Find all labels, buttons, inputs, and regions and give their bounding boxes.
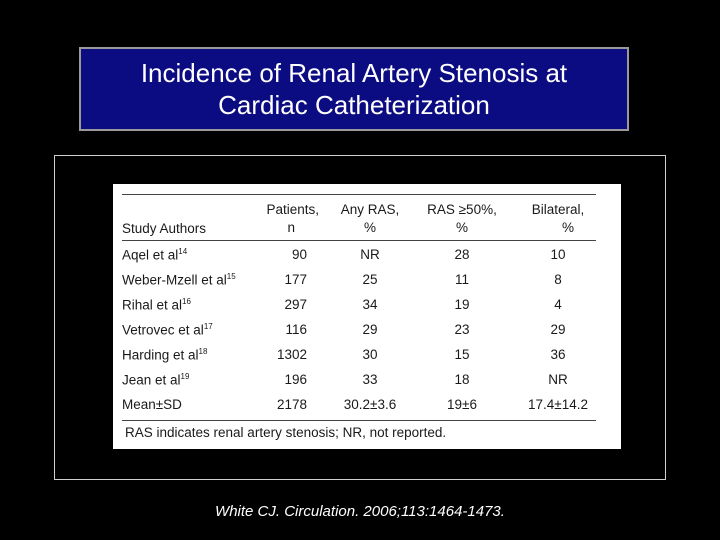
ras-incidence-table: Study Authors Patients, n Any RAS, % RAS…	[113, 184, 621, 449]
row-author-ref: 19	[180, 372, 190, 381]
row-bilateral-value: 10	[550, 247, 566, 262]
row-ras50-value: 15	[454, 347, 470, 362]
header-bilateral-line1: Bilateral,	[531, 202, 585, 217]
row-author-name: Weber-Mzell et al	[122, 272, 227, 288]
citation: White CJ. Circulation. 2006;113:1464-147…	[215, 503, 505, 520]
row-author: Rihal et al16	[122, 297, 191, 313]
row-any-value: 34	[362, 297, 378, 312]
header-patients-line2: n	[287, 220, 295, 235]
row-author-name: Jean et al	[122, 372, 181, 388]
row-author: Weber-Mzell et al15	[122, 272, 236, 288]
header-patients: Patients, n	[253, 201, 319, 237]
row-bilateral-value: 4	[554, 297, 562, 312]
row-ras50-value: 19	[454, 297, 470, 312]
row-bilateral-value: 17.4±14.2	[528, 397, 588, 412]
header-rule	[122, 240, 596, 241]
row-author-name: Aqel et al	[122, 247, 179, 263]
row-any-value: 30.2±3.6	[343, 397, 397, 412]
row-patients-value: 177	[284, 272, 307, 287]
header-any-ras-line1: Any RAS,	[340, 202, 400, 217]
row-author-name: Harding et al	[122, 347, 199, 363]
slide-title-line-1: Incidence of Renal Artery Stenosis at	[140, 58, 568, 88]
row-author-ref: 17	[203, 322, 213, 331]
slide-title-box: Incidence of Renal Artery Stenosis at Ca…	[79, 47, 629, 131]
table-bottom-rule	[122, 420, 596, 421]
header-ras-50-line2: %	[455, 220, 468, 235]
row-bilateral-value: 36	[550, 347, 566, 362]
row-author: Aqel et al14	[122, 247, 187, 263]
row-ras50-value: 28	[454, 247, 470, 262]
row-patients-value: 116	[285, 322, 307, 337]
row-author: Mean±SD	[122, 397, 182, 412]
row-ras50-value: 23	[454, 322, 470, 337]
row-patients-value: 1302	[276, 347, 307, 362]
row-any-value: 25	[362, 272, 378, 287]
row-author-name: Vetrovec et al	[122, 322, 204, 338]
row-any-value: 29	[362, 322, 378, 337]
row-ras50-value: 19±6	[447, 397, 477, 412]
table-top-rule	[122, 194, 596, 195]
row-patients-value: 196	[284, 372, 307, 387]
header-bilateral-line2: %	[561, 220, 574, 235]
row-bilateral-value: 8	[554, 272, 562, 287]
header-any-ras-line2: %	[363, 220, 376, 235]
row-author-name: Mean±SD	[122, 397, 182, 412]
row-patients-value: 297	[284, 297, 307, 312]
row-author-ref: 15	[226, 272, 236, 281]
header-patients-line1: Patients,	[266, 202, 319, 217]
header-study-authors: Study Authors	[122, 221, 207, 236]
row-bilateral-value: 29	[550, 322, 566, 337]
header-ras-50: RAS ≥50%, %	[420, 201, 504, 237]
row-author-name: Rihal et al	[122, 297, 183, 313]
row-ras50-value: 18	[454, 372, 470, 387]
header-any-ras: Any RAS, %	[335, 201, 405, 237]
row-author: Vetrovec et al17	[122, 322, 213, 338]
table-footnote: RAS indicates renal artery stenosis; NR,…	[125, 425, 447, 440]
slide-title-line-2: Cardiac Catheterization	[218, 90, 490, 120]
row-author: Jean et al19	[122, 372, 189, 388]
row-any-value: 30	[362, 347, 378, 362]
header-ras-50-line1: RAS ≥50%,	[427, 202, 497, 217]
header-bilateral: Bilateral, %	[519, 201, 597, 237]
row-any-value: NR	[360, 247, 380, 262]
row-patients-value: 90	[291, 247, 307, 262]
row-bilateral-value: NR	[548, 372, 568, 387]
row-patients-value: 2178	[276, 397, 307, 412]
row-author: Harding et al18	[122, 347, 207, 363]
row-author-ref: 18	[198, 347, 208, 356]
row-author-ref: 14	[178, 247, 188, 256]
row-any-value: 33	[362, 372, 378, 387]
row-ras50-value: 11	[454, 272, 469, 287]
row-author-ref: 16	[182, 297, 191, 306]
